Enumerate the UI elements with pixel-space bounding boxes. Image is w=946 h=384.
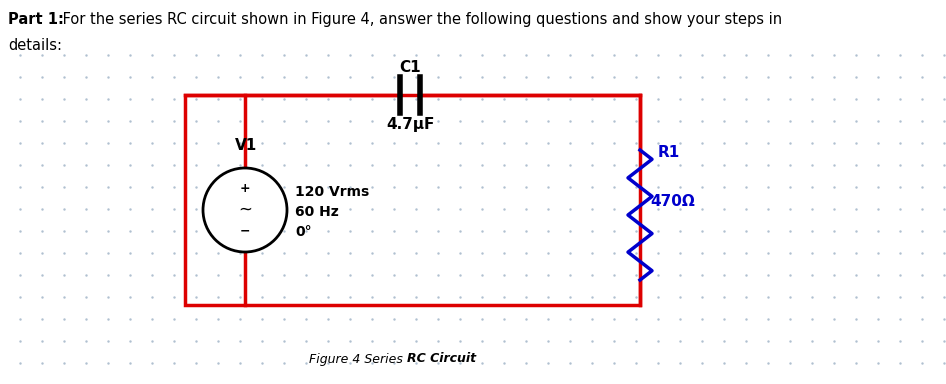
- Text: R1: R1: [658, 145, 680, 160]
- Text: For the series RC circuit shown in Figure 4, answer the following questions and : For the series RC circuit shown in Figur…: [58, 12, 782, 27]
- Text: +: +: [239, 182, 251, 195]
- Bar: [185, 95, 640, 305]
- Text: 60 Hz: 60 Hz: [295, 205, 339, 219]
- Text: RC Circuit: RC Circuit: [407, 353, 476, 366]
- Text: 0°: 0°: [295, 225, 311, 239]
- Text: −: −: [239, 225, 251, 237]
- Text: 470Ω: 470Ω: [650, 195, 694, 210]
- Text: C1: C1: [399, 60, 421, 74]
- Text: Figure 4 Series: Figure 4 Series: [309, 353, 407, 366]
- Text: Part 1:: Part 1:: [8, 12, 64, 27]
- Circle shape: [203, 168, 287, 252]
- Text: V1: V1: [235, 138, 257, 153]
- Text: details:: details:: [8, 38, 62, 53]
- Text: 120 Vrms: 120 Vrms: [295, 185, 369, 199]
- Text: ~: ~: [238, 201, 252, 219]
- Text: 4.7μF: 4.7μF: [386, 118, 434, 132]
